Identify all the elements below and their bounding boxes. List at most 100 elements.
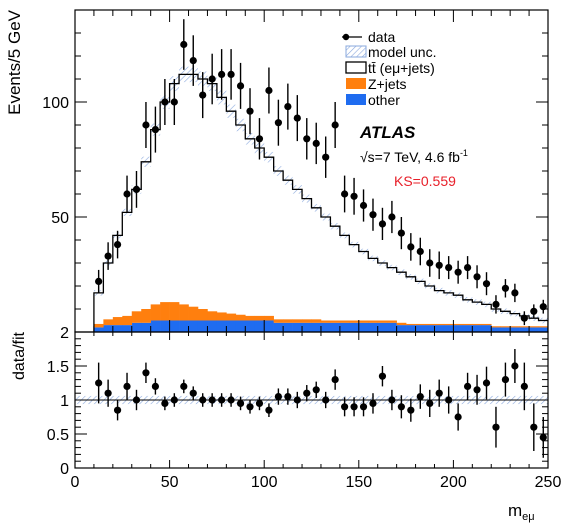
data-point <box>473 273 481 281</box>
ratio-point <box>482 379 491 387</box>
zjets-bin <box>273 319 284 323</box>
zjets-bin <box>207 311 218 321</box>
data-point <box>104 252 112 260</box>
data-point <box>208 75 216 83</box>
zjets-bin <box>179 304 189 321</box>
zjets-bin <box>311 319 322 323</box>
other-bin <box>434 325 445 332</box>
x-tick-label: 150 <box>345 474 372 491</box>
zjets-bin <box>434 323 445 326</box>
legend: data model unc. tt̄ (eμ+jets) Z+jets oth… <box>342 29 436 108</box>
data-point <box>274 119 282 127</box>
ratio-point <box>265 406 273 414</box>
data-point <box>482 280 491 288</box>
svg-text:Z+jets: Z+jets <box>368 76 407 92</box>
data-point <box>227 70 235 78</box>
other-bin <box>188 320 199 332</box>
ratio-point <box>492 423 500 431</box>
other-bin <box>481 325 492 332</box>
zjets-bin <box>226 313 237 321</box>
other-bin <box>377 322 388 332</box>
x-tick-label: 100 <box>251 474 278 491</box>
other-bin <box>358 322 369 332</box>
data-point <box>530 307 538 315</box>
model-uncertainty-band <box>93 66 548 324</box>
other-bin <box>519 327 530 332</box>
ratio-point <box>227 396 235 404</box>
ratio-point <box>123 382 131 390</box>
zjets-bin <box>150 304 161 321</box>
data-point <box>445 264 453 272</box>
zjets-bin <box>112 317 123 326</box>
data-point <box>407 243 415 251</box>
zjets-bin <box>188 306 199 321</box>
zjets-bin <box>320 320 331 323</box>
legend-item-other: other <box>346 92 400 108</box>
ratio-point <box>170 396 178 404</box>
ratio-point <box>511 362 519 370</box>
data-point <box>236 82 245 90</box>
ratio-point <box>435 389 443 397</box>
other-bin <box>311 322 322 332</box>
ratio-point <box>180 382 188 390</box>
zjets-bin <box>377 320 388 323</box>
ratio-point <box>359 403 368 411</box>
other-bin <box>368 322 379 332</box>
zjets-bin <box>462 323 473 326</box>
ratio-point <box>303 389 311 397</box>
other-bin <box>112 325 123 332</box>
x-tick-label: 200 <box>440 474 467 491</box>
ratio-point <box>151 382 160 390</box>
ratio-point <box>161 399 169 407</box>
data-point <box>265 86 273 95</box>
x-tick-label: 0 <box>71 474 80 491</box>
data-point <box>463 264 472 272</box>
ratio-point <box>341 403 349 411</box>
other-bin <box>538 327 548 332</box>
other-bin <box>396 325 407 332</box>
ratio-point <box>407 406 415 414</box>
other-bin <box>472 325 483 332</box>
zjets-bin <box>358 320 369 323</box>
ratio-y-tick-label: 1 <box>60 393 69 410</box>
zjets-bin <box>510 326 520 328</box>
zjets-bin <box>302 319 312 323</box>
data-point <box>388 213 396 221</box>
ratio-y-tick-label: 2 <box>60 325 69 342</box>
other-histogram <box>93 320 548 332</box>
other-bin <box>406 325 416 332</box>
other-bin <box>254 320 265 332</box>
ratio-point <box>369 399 377 407</box>
data-point <box>246 107 254 115</box>
other-bin <box>207 320 218 332</box>
other-bin <box>500 327 511 332</box>
data-point <box>359 201 368 210</box>
zjets-bin <box>245 315 256 321</box>
other-bin <box>415 325 426 332</box>
other-bin <box>443 325 454 332</box>
data-point <box>511 289 519 297</box>
zjets-bin <box>500 326 511 328</box>
zjets-bin <box>538 326 548 328</box>
data-point <box>123 190 131 198</box>
data-point <box>189 57 197 65</box>
ratio-y-tick-label: 1.5 <box>47 359 69 376</box>
other-bin <box>131 322 142 332</box>
data-point <box>501 284 510 292</box>
ratio-point <box>388 396 396 404</box>
zjets-bin <box>254 315 265 321</box>
data-point <box>369 211 377 219</box>
ratio-point <box>255 399 264 407</box>
zjets-bin <box>141 309 151 323</box>
ratio-point <box>208 396 216 404</box>
zjets-bin <box>425 323 435 326</box>
data-point <box>312 139 320 147</box>
other-bin <box>510 327 520 332</box>
data-point <box>397 229 405 237</box>
other-bin <box>330 322 341 332</box>
data-point <box>454 268 462 276</box>
main-y-tick-label: 50 <box>51 210 69 227</box>
ratio-y-tick-label: 0 <box>60 461 69 478</box>
other-bin <box>150 320 161 332</box>
other-bin <box>453 325 464 332</box>
